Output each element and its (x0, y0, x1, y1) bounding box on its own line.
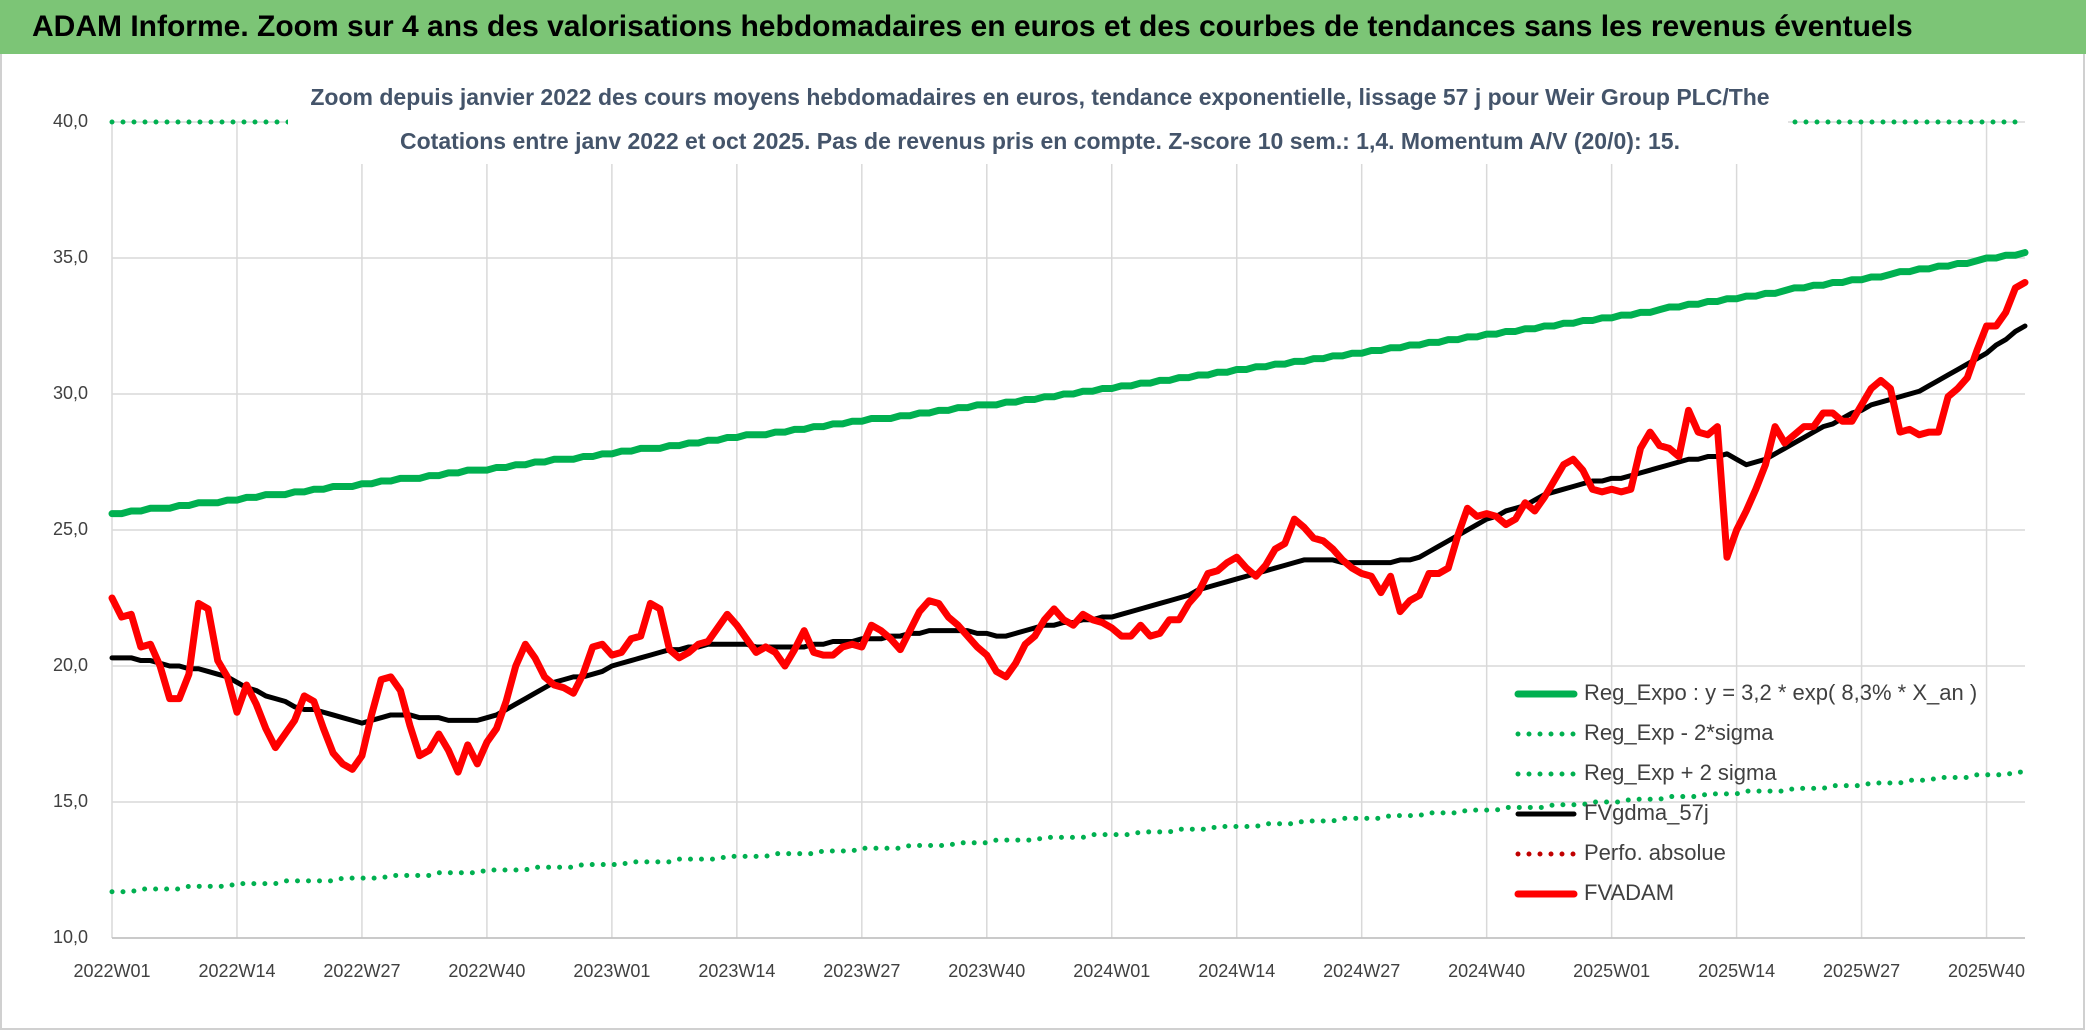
x-tick-label: 2022W01 (73, 961, 150, 981)
x-tick-label: 2025W27 (1823, 961, 1900, 981)
chart-title: ADAM Informe. Zoom sur 4 ans des valoris… (32, 10, 1913, 43)
x-tick-label: 2024W40 (1448, 961, 1525, 981)
legend-label: Reg_Exp - 2*sigma (1584, 720, 1774, 745)
x-tick-label: 2024W14 (1198, 961, 1275, 981)
x-tick-label: 2025W01 (1573, 961, 1650, 981)
legend-label: Reg_Expo : y = 3,2 * exp( 8,3% * X_an ) (1584, 680, 1977, 705)
x-tick-label: 2023W01 (573, 961, 650, 981)
y-tick-label: 40,0 (53, 111, 88, 131)
y-tick-label: 35,0 (53, 247, 88, 267)
chart-subtitle: Cotations entre janv 2022 et oct 2025. P… (400, 128, 1680, 154)
legend-label: Perfo. absolue (1584, 840, 1726, 865)
y-tick-label: 10,0 (53, 927, 88, 947)
legend-label: FVADAM (1584, 880, 1674, 905)
x-tick-label: 2023W27 (823, 961, 900, 981)
x-tick-label: 2022W27 (323, 961, 400, 981)
chart-subtitle: Zoom depuis janvier 2022 des cours moyen… (310, 84, 1769, 110)
series-line (108, 278, 2029, 776)
x-tick-label: 2023W40 (948, 961, 1025, 981)
y-tick-label: 30,0 (53, 383, 88, 403)
x-tick-label: 2022W40 (448, 961, 525, 981)
y-tick-label: 25,0 (53, 519, 88, 539)
x-tick-label: 2023W14 (698, 961, 775, 981)
legend-label: FVgdma_57j (1584, 800, 1709, 825)
x-tick-label: 2025W40 (1948, 961, 2025, 981)
x-tick-label: 2024W27 (1323, 961, 1400, 981)
x-tick-label: 2025W14 (1698, 961, 1775, 981)
x-tick-label: 2024W01 (1073, 961, 1150, 981)
x-tick-label: 2022W14 (198, 961, 275, 981)
header-bar (0, 0, 2086, 54)
subtitle-background (288, 78, 1788, 164)
series-line (108, 249, 2029, 518)
series-line (109, 769, 2028, 895)
y-tick-label: 20,0 (53, 655, 88, 675)
y-tick-label: 15,0 (53, 791, 88, 811)
legend-label: Reg_Exp + 2 sigma (1584, 760, 1777, 785)
